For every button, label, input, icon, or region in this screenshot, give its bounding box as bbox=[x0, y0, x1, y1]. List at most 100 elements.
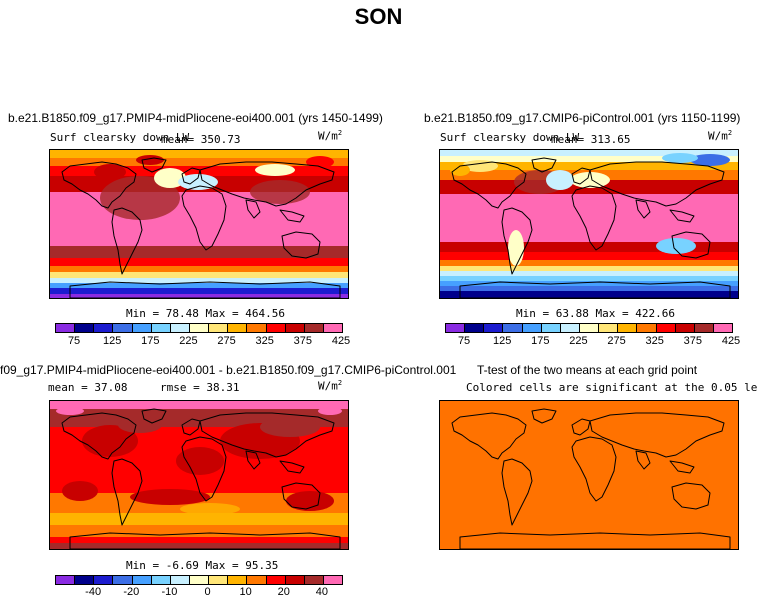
panel2-colorbar-bin bbox=[465, 324, 485, 332]
panel3-colorbar-bin bbox=[151, 576, 171, 584]
panel2-patch bbox=[656, 238, 696, 254]
panel2-band bbox=[440, 286, 738, 291]
panel4-coastline bbox=[531, 408, 557, 424]
panel3-patch bbox=[56, 407, 84, 415]
panel1-tick-label: 325 bbox=[255, 335, 274, 347]
panel2-colorbar-ticks: 75 125 175 225 275 325 375 425 bbox=[445, 335, 740, 349]
panel1-colorbar-bin bbox=[132, 324, 152, 332]
panel4-coastline bbox=[589, 412, 725, 458]
panel4-map-svg bbox=[440, 401, 738, 549]
panel2-colorbar-bin bbox=[560, 324, 580, 332]
panel2-tick-label: 125 bbox=[493, 335, 512, 347]
panel4-title: T-test of the two means at each grid poi… bbox=[477, 363, 698, 377]
panel3-coastline bbox=[245, 450, 261, 470]
panel1-coastline bbox=[141, 157, 167, 173]
panel3-colorbar-bin bbox=[132, 576, 152, 584]
panel1-coastline bbox=[245, 199, 261, 219]
panel2-tick-label: 225 bbox=[569, 335, 588, 347]
panel3-patch bbox=[130, 489, 210, 505]
panel3-patch bbox=[260, 417, 320, 437]
panel2-patch bbox=[462, 160, 498, 172]
panel1-patch bbox=[250, 180, 310, 204]
panel3-band bbox=[50, 401, 348, 409]
panel2-colorbar-bin bbox=[522, 324, 542, 332]
panel1-coastline bbox=[69, 281, 341, 298]
panel2-units-sup: 2 bbox=[727, 129, 733, 137]
panel2-band bbox=[440, 194, 738, 242]
panel2-coastline bbox=[589, 161, 725, 207]
panel1-band bbox=[50, 266, 348, 272]
panel2-mean-label: mean= bbox=[551, 133, 585, 146]
panel3-colorbar-bin bbox=[266, 576, 286, 584]
panel4-map bbox=[439, 400, 739, 550]
panel3-title: f09_g17.PMIP4-midPliocene-eoi400.001 - b… bbox=[0, 363, 457, 377]
panel3-colorbar-bin bbox=[247, 576, 267, 584]
panel3-colorbar-bin bbox=[189, 576, 210, 584]
panel2-mean: mean= 313.65 bbox=[551, 133, 631, 146]
panel2-colorbar-bin bbox=[579, 324, 600, 332]
panel1-colorbar bbox=[55, 323, 343, 333]
panel3-colorbar-bin bbox=[75, 576, 95, 584]
panel3-patch bbox=[286, 491, 334, 511]
panel2-patch bbox=[508, 230, 524, 266]
panel1-patch bbox=[306, 156, 334, 168]
panel3-patch bbox=[318, 407, 342, 415]
panel1-tick-label: 275 bbox=[217, 335, 236, 347]
panel2-band bbox=[440, 156, 738, 162]
panel2-coastline bbox=[451, 161, 527, 209]
panel1-band bbox=[50, 288, 348, 294]
panel3-coastline bbox=[199, 412, 335, 458]
panel1-colorbar-bin bbox=[304, 324, 324, 332]
panel2-band bbox=[440, 242, 738, 252]
panel2-band bbox=[440, 281, 738, 286]
panel2-colorbar-bin bbox=[541, 324, 561, 332]
figure-title: SON bbox=[354, 4, 403, 29]
panel1-patch bbox=[94, 164, 126, 180]
panel3-units-text: W/m bbox=[318, 379, 338, 393]
panel1-band bbox=[50, 278, 348, 283]
panel1-colorbar-bin bbox=[228, 324, 248, 332]
panel2-band bbox=[440, 291, 738, 298]
panel3-mean: mean = 37.08 bbox=[48, 381, 128, 394]
panel3-coastline bbox=[141, 408, 167, 424]
panel1-coastline bbox=[111, 207, 143, 275]
panel3-colorbar-bin bbox=[94, 576, 114, 584]
panel4-coastline bbox=[571, 418, 591, 436]
panel3-patch bbox=[180, 503, 240, 515]
panel2-band bbox=[440, 260, 738, 266]
panel3-coastline bbox=[111, 458, 143, 526]
panel1-colorbar-bin bbox=[285, 324, 305, 332]
panel1-mean-value: 350.73 bbox=[200, 133, 241, 146]
panel3-tick-label: 10 bbox=[239, 586, 252, 598]
panel2-colorbar-bin bbox=[637, 324, 657, 332]
panel2-colorbar-bin bbox=[484, 324, 504, 332]
panel3-coastline bbox=[181, 418, 201, 436]
panel1-band bbox=[50, 158, 348, 166]
panel1-patch bbox=[154, 168, 186, 188]
panel3-colorbar-bin bbox=[113, 576, 133, 584]
panel2-colorbar-bin bbox=[599, 324, 619, 332]
panel1-band bbox=[50, 166, 348, 176]
panel1-coastline bbox=[279, 209, 305, 223]
panel1-band bbox=[50, 246, 348, 258]
panel3-units: W/m2 bbox=[318, 379, 342, 393]
panel1-colorbar-bin bbox=[266, 324, 286, 332]
panel1-patch bbox=[255, 164, 295, 176]
panel2-colorbar-bin bbox=[675, 324, 695, 332]
panel3-colorbar-bin bbox=[209, 576, 229, 584]
panel1-coastline bbox=[61, 161, 137, 209]
panel2-variable: Surf clearsky down LW bbox=[440, 131, 580, 144]
panel1-units-text: W/m bbox=[318, 129, 338, 143]
panel3-patch bbox=[176, 447, 224, 475]
panel1-map bbox=[49, 149, 349, 299]
panel1-tick-label: 125 bbox=[103, 335, 122, 347]
panel3-minmax: Min = -6.69 Max = 95.35 bbox=[126, 559, 279, 572]
panel1-band bbox=[50, 258, 348, 266]
panel3-colorbar-bin bbox=[56, 576, 76, 584]
panel3-coastline bbox=[281, 482, 321, 510]
panel3-band bbox=[50, 513, 348, 525]
panel2-map bbox=[439, 149, 739, 299]
panel2-patch bbox=[450, 164, 470, 176]
panel2-map-svg bbox=[440, 150, 738, 298]
panel1-tick-label: 425 bbox=[331, 335, 351, 347]
